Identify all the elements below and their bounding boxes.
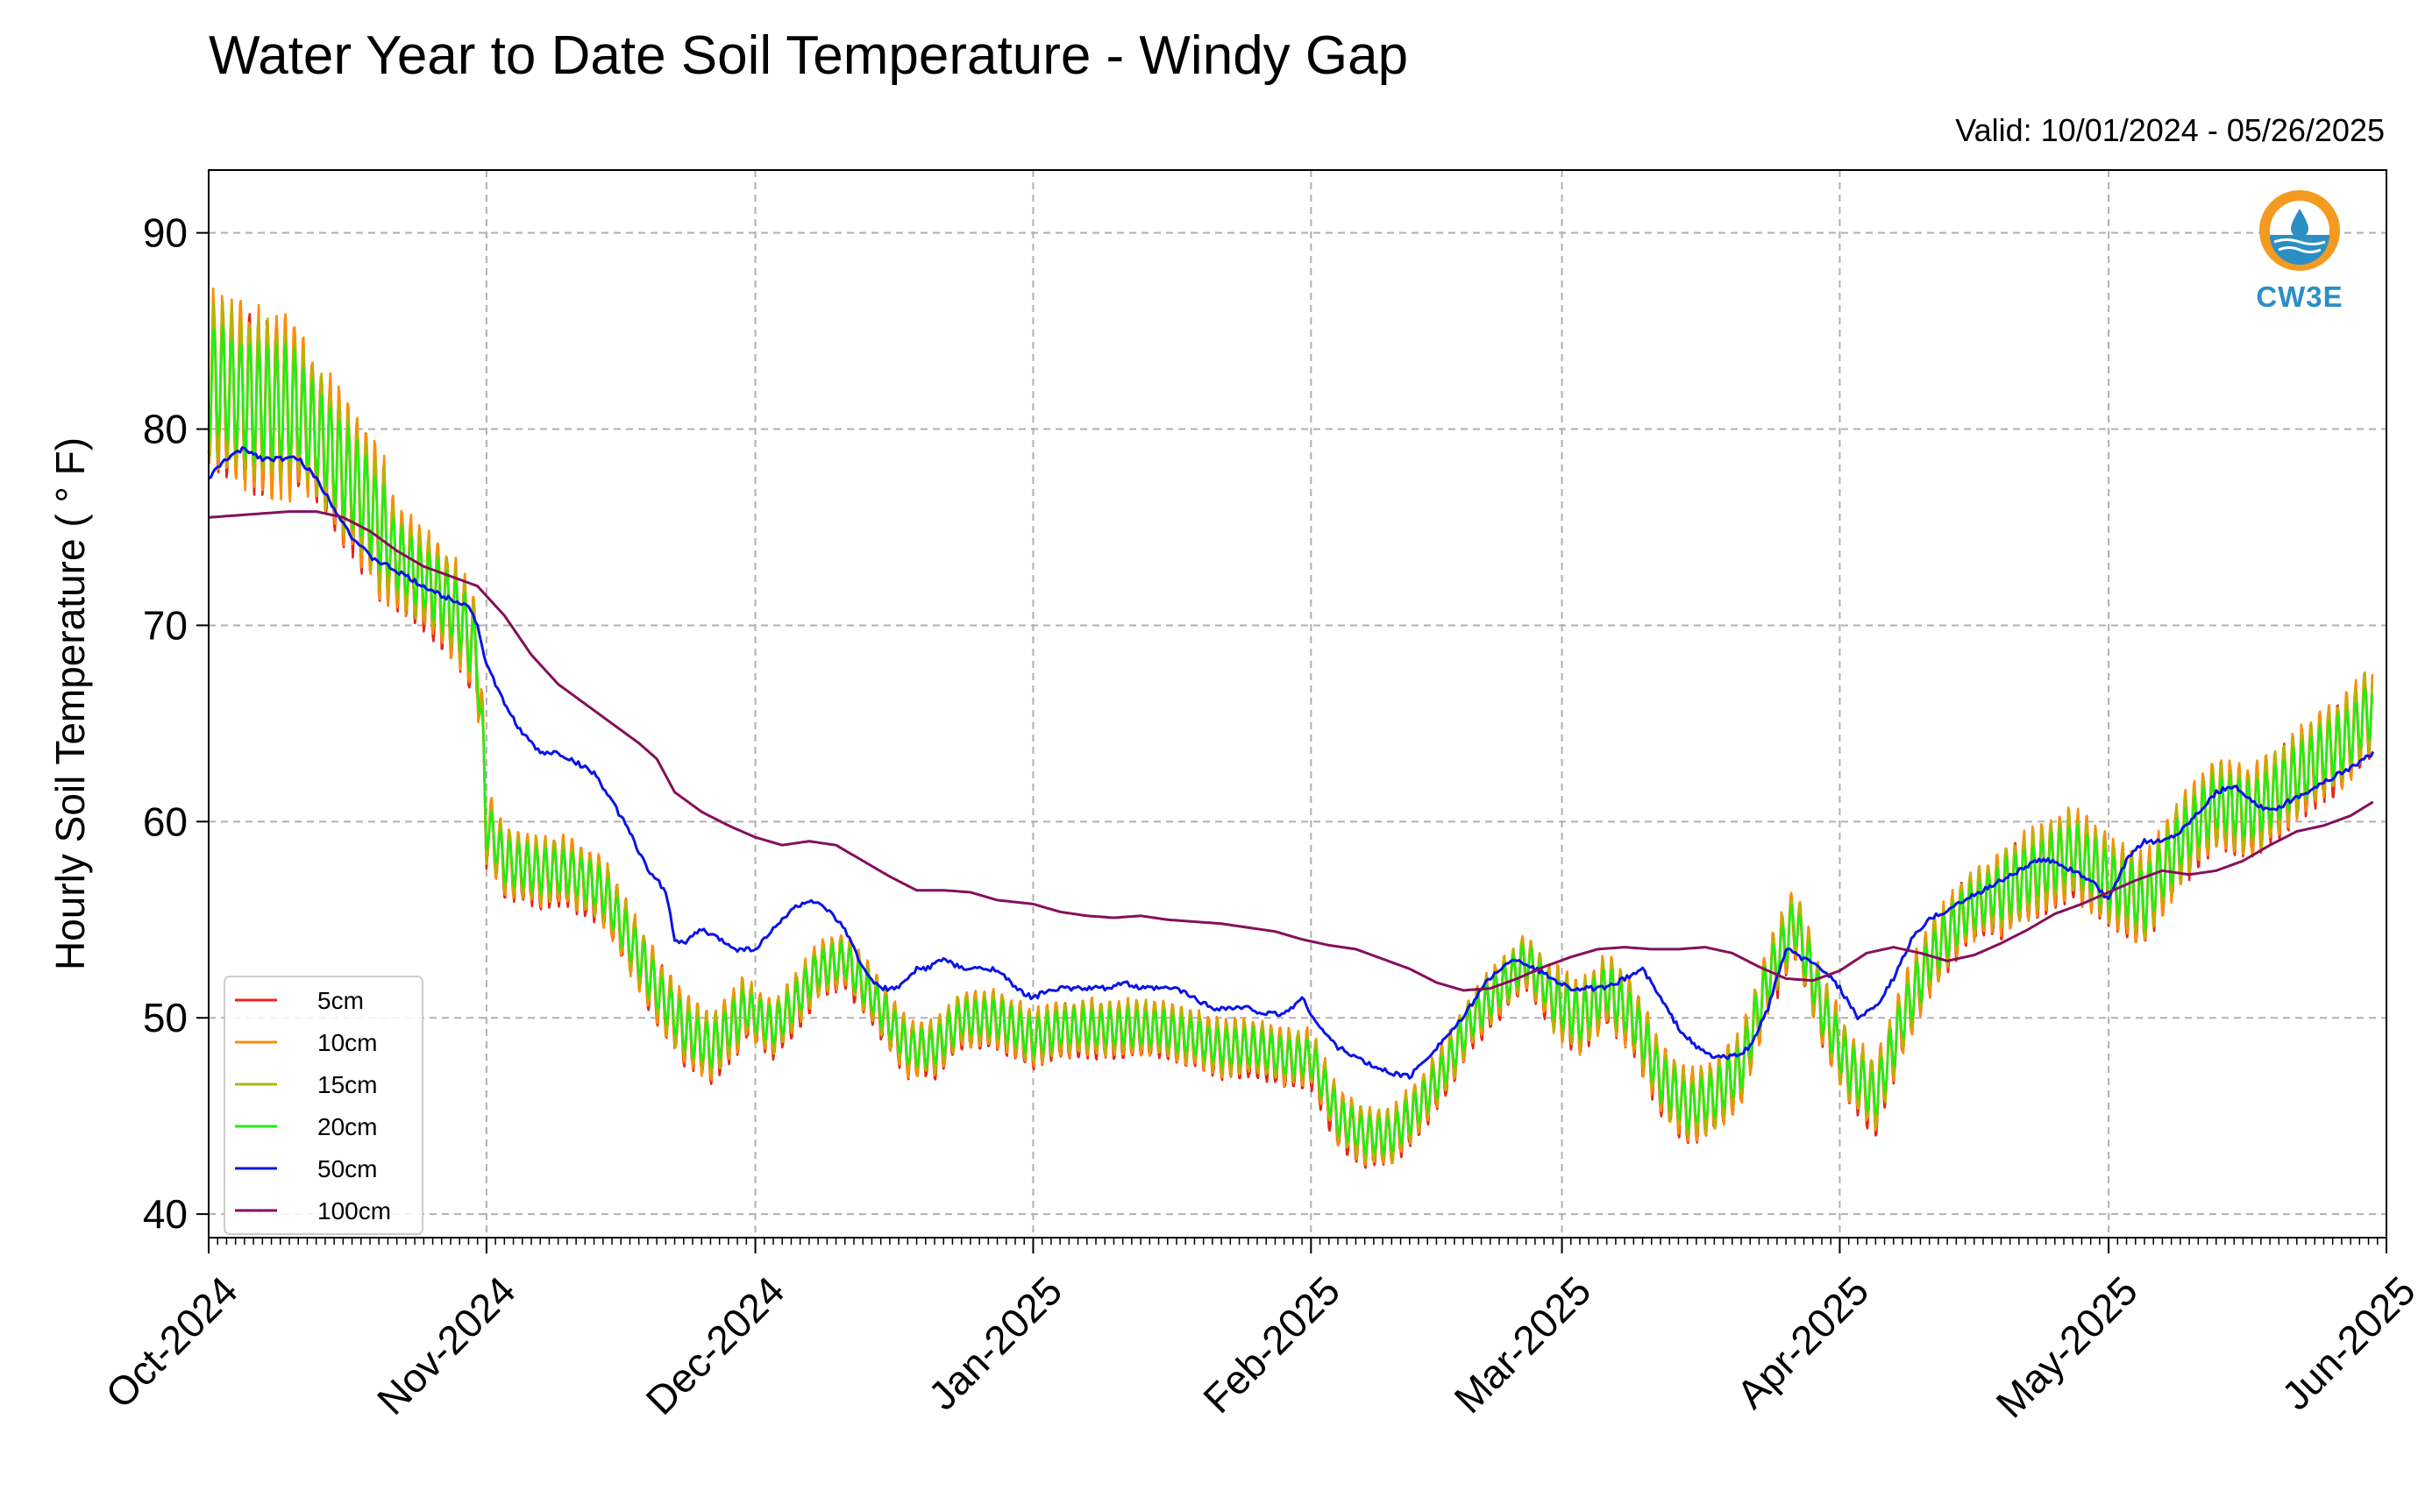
series-lines bbox=[207, 287, 2375, 1169]
x-tick-label: Feb-2025 bbox=[1194, 1267, 1348, 1422]
cw3e-logo: CW3E bbox=[2243, 184, 2357, 313]
grid-lines bbox=[208, 170, 2387, 1238]
legend-label: 100cm bbox=[317, 1197, 391, 1225]
plot-frame bbox=[208, 169, 2387, 1239]
legend-label: 50cm bbox=[317, 1155, 377, 1182]
y-tick-label: 40 bbox=[143, 1191, 188, 1237]
y-tick-label: 60 bbox=[143, 799, 188, 844]
y-axis-label: Hourly Soil Temperature ( ° F) bbox=[47, 437, 93, 970]
legend: 5cm 10cm 15cm 20cm 50cm 100cm bbox=[224, 976, 423, 1235]
x-tick-label: Apr-2025 bbox=[1728, 1267, 1878, 1417]
x-tick-label: Nov-2024 bbox=[368, 1267, 524, 1423]
series-line-50cm bbox=[208, 446, 2375, 1080]
cw3e-logo-text: CW3E bbox=[2256, 280, 2343, 313]
valid-date-range: Valid: 10/01/2024 - 05/26/2025 bbox=[1955, 112, 2385, 148]
y-tick-label: 50 bbox=[143, 995, 188, 1040]
legend-label: 10cm bbox=[317, 1029, 377, 1056]
y-tick-label: 80 bbox=[143, 407, 188, 452]
cw3e-logo-icon bbox=[2259, 190, 2340, 271]
x-tick-label: May-2025 bbox=[1988, 1267, 2146, 1426]
series-line-20cm bbox=[207, 324, 2374, 1155]
chart-title: Water Year to Date Soil Temperature - Wi… bbox=[209, 25, 1409, 86]
x-tick-label: Oct-2024 bbox=[96, 1267, 246, 1417]
series-line-10cm bbox=[207, 287, 2374, 1167]
x-tick-label: Jan-2025 bbox=[920, 1267, 1070, 1418]
y-tick-label: 90 bbox=[143, 210, 188, 256]
legend-box bbox=[224, 976, 423, 1235]
x-tick-label: Mar-2025 bbox=[1445, 1267, 1599, 1422]
legend-label: 5cm bbox=[317, 987, 364, 1014]
y-tick-label: 70 bbox=[143, 602, 188, 648]
legend-label: 20cm bbox=[317, 1113, 377, 1140]
x-tick-label: Jun-2025 bbox=[2272, 1267, 2418, 1418]
x-tick-label: Dec-2024 bbox=[637, 1267, 793, 1423]
legend-label: 15cm bbox=[317, 1071, 377, 1098]
series-line-100cm bbox=[208, 510, 2374, 992]
